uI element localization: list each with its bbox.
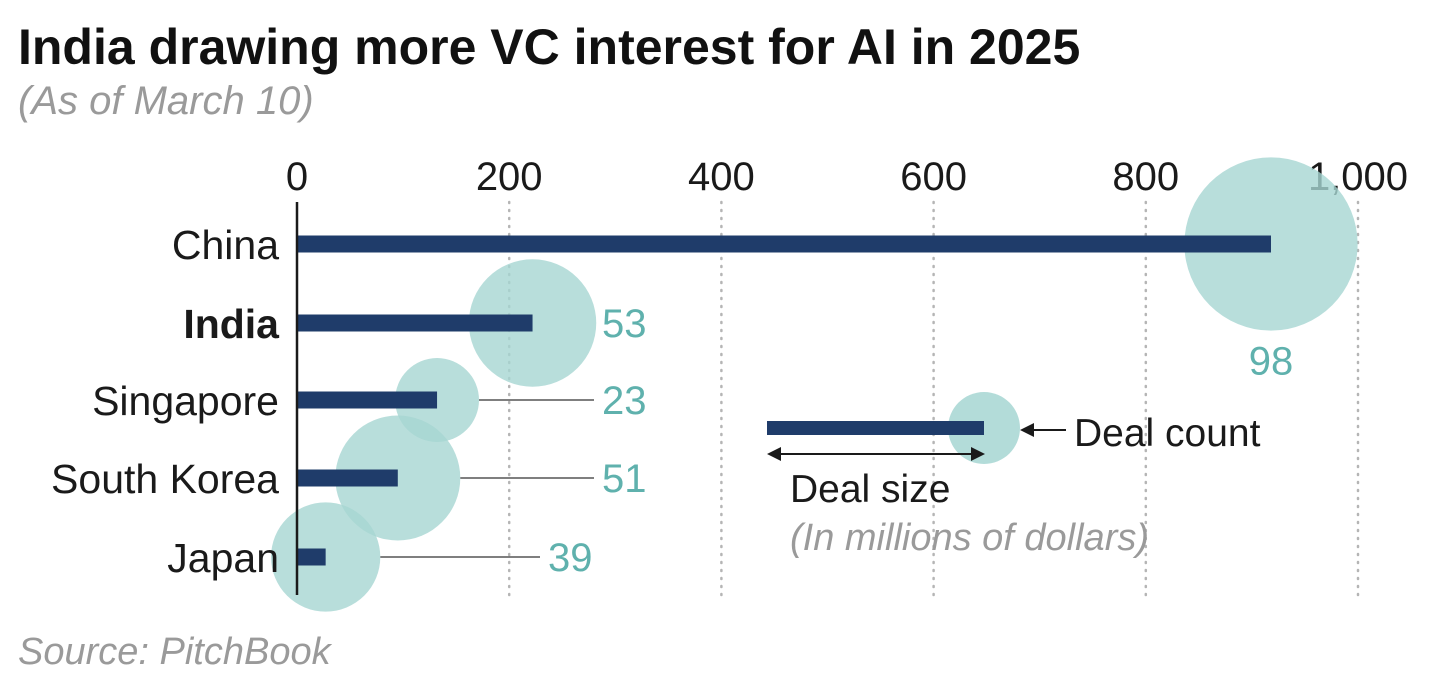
x-tick-label: 200 [476, 155, 543, 199]
legend-size-arrow-left-icon [767, 447, 781, 461]
deal-count-label: 23 [602, 379, 647, 423]
x-tick-label: 600 [900, 155, 967, 199]
legend-count-arrow-head-icon [1020, 423, 1034, 437]
category-label: Japan [167, 535, 279, 581]
chart-source: Source: PitchBook [18, 631, 333, 673]
deal-size-bar [297, 548, 326, 566]
legend-size-arrow-right-icon [971, 447, 985, 461]
label-connectors [380, 399, 594, 558]
category-label: India [183, 301, 280, 347]
deal-size-bars [297, 235, 1271, 566]
x-tick-label: 0 [286, 155, 308, 199]
x-tick-label: 400 [688, 155, 755, 199]
legend-unit-note: (In millions of dollars) [790, 517, 1149, 559]
deal-size-bar [297, 469, 398, 487]
deal-count-label: 39 [548, 536, 593, 580]
deal-count-label: 51 [602, 457, 647, 501]
category-label: China [172, 222, 279, 268]
deal-count-label: 98 [1249, 340, 1294, 384]
category-label: Singapore [92, 378, 279, 424]
deal-size-bar [297, 235, 1271, 253]
category-labels: China India Singapore South Korea Japan [51, 222, 280, 581]
deal-size-bar [297, 314, 533, 332]
deal-count-bubble [335, 415, 461, 541]
chart-subtitle: (As of March 10) [18, 79, 314, 123]
x-tick-label: 800 [1112, 155, 1179, 199]
category-label: South Korea [51, 456, 279, 502]
chart-title: India drawing more VC interest for AI in… [18, 19, 1080, 75]
deal-count-label: 53 [602, 302, 647, 346]
legend: Deal count Deal size (In millions of dol… [767, 392, 1261, 559]
legend-deal-size-label: Deal size [790, 468, 950, 511]
deal-size-bar [297, 391, 438, 409]
legend-deal-count-label: Deal count [1074, 412, 1261, 455]
